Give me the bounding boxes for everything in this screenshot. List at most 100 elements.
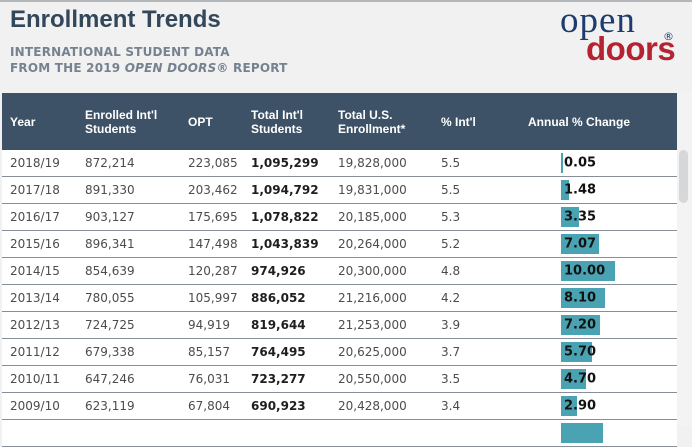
table-row: 2010/11 647,246 76,031 723,277 20,550,00… bbox=[2, 366, 677, 393]
table-row: 2016/17 903,127 175,695 1,078,822 20,185… bbox=[2, 204, 677, 231]
cell-pct-intl: 3.9 bbox=[441, 318, 461, 332]
cell-annual-change: 7.20 bbox=[526, 312, 677, 338]
header-year: Year bbox=[10, 114, 36, 129]
cell-annual-change: 3.35 bbox=[526, 204, 677, 230]
table-row bbox=[2, 420, 677, 447]
table-row: 2018/19 872,214 223,085 1,095,299 19,828… bbox=[2, 150, 677, 177]
cell-annual-change: 0.05 bbox=[526, 150, 677, 176]
cell-year: 2009/10 bbox=[10, 399, 60, 413]
annual-change-value: 0.05 bbox=[564, 155, 597, 171]
cell-pct-intl: 4.2 bbox=[441, 291, 461, 305]
cell-opt: 105,997 bbox=[188, 291, 238, 305]
cell-enrolled-intl: 780,055 bbox=[85, 291, 135, 305]
cell-pct-intl: 3.5 bbox=[441, 372, 461, 386]
cell-year: 2014/15 bbox=[10, 264, 60, 278]
cell-total-intl: 1,094,792 bbox=[251, 183, 319, 197]
annual-change-bar bbox=[561, 153, 563, 173]
cell-total-intl: 723,277 bbox=[251, 372, 306, 386]
cell-total-us: 20,185,000 bbox=[338, 210, 407, 224]
cell-total-us: 19,828,000 bbox=[338, 156, 407, 170]
annual-change-value: 1.48 bbox=[564, 182, 597, 198]
table-row: 2017/18 891,330 203,462 1,094,792 19,831… bbox=[2, 177, 677, 204]
cell-annual-change: 10.00 bbox=[526, 258, 677, 284]
cell-enrolled-intl: 623,119 bbox=[85, 399, 135, 413]
enrollment-table: Year Enrolled Int'l Students OPT Total In… bbox=[2, 93, 677, 447]
table-row: 2011/12 679,338 85,157 764,495 20,625,00… bbox=[2, 339, 677, 366]
top-border bbox=[0, 0, 692, 2]
header-annual-pct-change: Annual % Change bbox=[528, 114, 631, 129]
cell-enrolled-intl: 647,246 bbox=[85, 372, 135, 386]
table-row: 2014/15 854,639 120,287 974,926 20,300,0… bbox=[2, 258, 677, 285]
cell-total-us: 21,216,000 bbox=[338, 291, 407, 305]
registered-trademark-icon: ® bbox=[663, 30, 674, 43]
cell-opt: 94,919 bbox=[188, 318, 230, 332]
cell-total-intl: 1,043,839 bbox=[251, 237, 319, 251]
table-header-row: Year Enrolled Int'l Students OPT Total In… bbox=[2, 93, 677, 150]
header-total-intl-students: Total Int'l Students bbox=[251, 107, 303, 136]
annual-change-value: 7.07 bbox=[564, 236, 597, 252]
cell-enrolled-intl: 903,127 bbox=[85, 210, 135, 224]
cell-opt: 120,287 bbox=[188, 264, 238, 278]
cell-opt: 175,695 bbox=[188, 210, 238, 224]
cell-annual-change: 7.07 bbox=[526, 231, 677, 257]
logo-doors-text: doors bbox=[586, 30, 676, 67]
annual-change-bar bbox=[561, 369, 587, 389]
cell-year: 2011/12 bbox=[10, 345, 60, 359]
cell-total-us: 20,625,000 bbox=[338, 345, 407, 359]
annual-change-bar bbox=[561, 180, 569, 200]
cell-year: 2017/18 bbox=[10, 183, 60, 197]
page-subtitle: INTERNATIONAL STUDENT DATA FROM THE 2019… bbox=[10, 44, 430, 76]
cell-pct-intl: 5.3 bbox=[441, 210, 461, 224]
scrollbar-thumb[interactable] bbox=[679, 150, 688, 203]
cell-total-us: 20,550,000 bbox=[338, 372, 407, 386]
subtitle-line-1: INTERNATIONAL STUDENT DATA bbox=[10, 45, 230, 59]
cell-pct-intl: 3.7 bbox=[441, 345, 461, 359]
cell-pct-intl: 5.5 bbox=[441, 156, 461, 170]
header-total-us-enrollment: Total U.S. Enrollment* bbox=[338, 107, 406, 136]
annual-change-bar bbox=[561, 423, 604, 443]
logo-open-text: open bbox=[560, 0, 636, 41]
cell-pct-intl: 3.4 bbox=[441, 399, 461, 413]
annual-change-bar bbox=[561, 396, 577, 416]
page-title: Enrollment Trends bbox=[10, 6, 221, 33]
cell-total-us: 20,300,000 bbox=[338, 264, 407, 278]
cell-pct-intl: 4.8 bbox=[441, 264, 461, 278]
cell-pct-intl: 5.2 bbox=[441, 237, 461, 251]
cell-enrolled-intl: 872,214 bbox=[85, 156, 135, 170]
cell-total-us: 21,253,000 bbox=[338, 318, 407, 332]
cell-opt: 203,462 bbox=[188, 183, 238, 197]
cell-year: 2010/11 bbox=[10, 372, 60, 386]
cell-enrolled-intl: 896,341 bbox=[85, 237, 135, 251]
annual-change-value: 4.70 bbox=[564, 371, 597, 387]
cell-total-us: 19,831,000 bbox=[338, 183, 407, 197]
cell-enrolled-intl: 679,338 bbox=[85, 345, 135, 359]
cell-annual-change: 8.10 bbox=[526, 285, 677, 311]
cell-opt: 67,804 bbox=[188, 399, 230, 413]
annual-change-bar bbox=[561, 342, 592, 362]
header-pct-intl: % Int'l bbox=[441, 114, 476, 129]
cell-total-intl: 764,495 bbox=[251, 345, 306, 359]
table-row: 2013/14 780,055 105,997 886,052 21,216,0… bbox=[2, 285, 677, 312]
annual-change-value: 7.20 bbox=[564, 317, 597, 333]
cell-year: 2012/13 bbox=[10, 318, 60, 332]
cell-year: 2015/16 bbox=[10, 237, 60, 251]
cell-total-intl: 1,095,299 bbox=[251, 156, 319, 170]
cell-opt: 223,085 bbox=[188, 156, 238, 170]
table-row: 2009/10 623,119 67,804 690,923 20,428,00… bbox=[2, 393, 677, 420]
title-block: Enrollment Trends INTERNATIONAL STUDENT … bbox=[10, 6, 430, 76]
cell-total-us: 20,428,000 bbox=[338, 399, 407, 413]
cell-pct-intl: 5.5 bbox=[441, 183, 461, 197]
cell-year: 2018/19 bbox=[10, 156, 60, 170]
annual-change-value: 8.10 bbox=[564, 290, 597, 306]
cell-opt: 76,031 bbox=[188, 372, 230, 386]
table-row: 2012/13 724,725 94,919 819,644 21,253,00… bbox=[2, 312, 677, 339]
cell-total-intl: 974,926 bbox=[251, 264, 306, 278]
cell-opt: 147,498 bbox=[188, 237, 238, 251]
scrollbar-track[interactable] bbox=[677, 93, 692, 426]
cell-year: 2013/14 bbox=[10, 291, 60, 305]
annual-change-value: 3.35 bbox=[564, 209, 597, 225]
subtitle-line-2: FROM THE 2019 OPEN DOORS® REPORT bbox=[10, 61, 288, 75]
header-opt: OPT bbox=[188, 114, 213, 129]
header-enrolled-intl-students: Enrolled Int'l Students bbox=[85, 107, 158, 136]
cell-annual-change: 1.48 bbox=[526, 177, 677, 203]
